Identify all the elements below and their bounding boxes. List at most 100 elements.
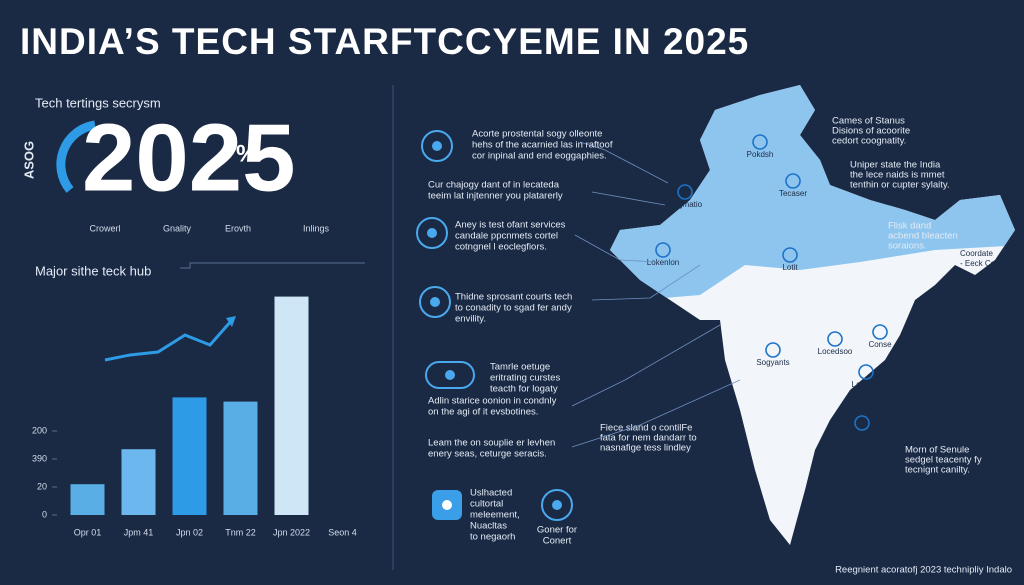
map-note: the lece naids is mmet [850,170,945,181]
feature-text: eritrating curstes [490,373,560,384]
map-note: tenthin or cupter sylaity. [850,180,950,191]
map-label: Locedsoo [818,347,853,356]
map-label: Regmatio [668,200,703,209]
map-note: acbend bleacten [888,231,958,242]
feature-text: enery seas, ceturge seracis. [428,449,547,460]
footer: Reegnient acoratofj 2023 technipliy Inda… [835,565,1012,576]
y-tick-label: 390 [32,453,47,463]
map-pin [872,324,888,340]
icon-glyph [430,297,440,307]
feature-text: Acorte prostental sogy olleonte [472,129,602,140]
map-note: nasnafige tess lindley [600,443,691,454]
map-note: urectores it prional [905,381,971,390]
bar-chart: 0 20 390 200 Opr 01 Jpm 41 Jpn 02 Tnm 22 Jpn 202… [32,296,357,537]
map-note: tecnignt canilty. [905,465,970,476]
map-note: Morn of Senule [905,445,969,456]
map-label: Pokdsh [747,150,774,159]
panel-heading: Tech tertings secrysm [35,95,161,110]
map-label: Pyalic [851,431,872,440]
map-pin [854,415,870,431]
map-note: Uniper state the India [850,160,941,171]
stat-label: Gnality [163,223,192,233]
feature-text: meleement, [470,510,520,521]
feature-text: to negaorh [470,532,515,543]
leader-line [571,324,721,407]
feature-text: cotngnel l eoclegfiors. [455,242,547,253]
map-note: Cames of Stanus [832,116,905,127]
feature-text: Nuacltas [470,521,507,532]
map-label: Tecaser [779,189,807,198]
feature-text: cultortal [470,499,503,510]
x-tick-label: Seon 4 [328,527,357,537]
map-pin [782,247,798,263]
map-pin [752,134,768,150]
feature-icon [541,489,573,521]
feature-text: candale ppcnmets cortel [455,231,558,242]
map-pin [785,173,801,189]
feature-text: cor inpinal and end eoggaphies. [472,151,607,162]
map-label: Lotit [782,263,798,272]
stat-label: Inlings [303,223,330,233]
feature-text: on the agi of it evsbotines. [428,407,538,418]
map-note: Flisk dand [888,221,931,232]
stat-label: Erovth [225,223,251,233]
icon-glyph [552,500,562,510]
feature-icon [416,217,448,249]
map-label: Conse [868,340,892,349]
page-title: INDIA’S TECH STARFTCCYEME IN 2025 [20,21,749,62]
map-pin [677,184,693,200]
feature-text: envility. [455,314,486,325]
bar [121,449,156,515]
leader-line [574,234,659,263]
map-note: sedgel teacenty fy [905,455,982,466]
x-tick-label: Jpn 02 [176,527,203,537]
badge: ASOG [21,141,36,179]
feature-text: teacth for logaty [490,384,558,395]
feature-text: Tamrle oetuge [490,362,550,373]
map-pin [765,342,781,358]
big-number: 2025 [82,104,296,211]
feature-icon [421,130,453,162]
icon-glyph [427,228,437,238]
x-tick-label: Opr 01 [74,527,102,537]
map-label: Sogyants [756,358,789,367]
icon-glyph [432,141,442,151]
bar [172,397,207,515]
y-tick-label: 0 [42,509,47,519]
leader-line [591,191,666,206]
feature-text: Leam the on souplie er levhen [428,438,555,449]
icon-glyph [442,500,452,510]
leader-line [591,264,701,301]
hub-rule [180,262,365,269]
y-tick-label: 20 [37,481,47,491]
map-note: catiase to ar catalit [905,391,972,400]
feature-text: teeim lat injtenner you platarerly [428,191,563,202]
feature-text: Cur chajogy dant of in lecateda [428,180,560,191]
map-note: - Eeck Congs [960,259,1008,268]
trend-line [104,319,234,362]
map-note: soraions. [888,241,927,252]
feature-text: Uslhacted [470,488,512,499]
y-tick-label: 200 [32,425,47,435]
x-tick-label: Jpn 2022 [273,527,310,537]
map-pin [858,364,874,380]
leader-line [571,379,741,448]
feature-text: to conadity to sgad fer andy [455,303,572,314]
map-note: Coordate [960,249,993,258]
feature-text: Aney is test ofant services [455,220,566,231]
percent: % [236,140,257,167]
feature-text: hehs of the acarnied las in raftoof [472,140,613,151]
map-note: Fiece sland o contilFe [600,423,692,434]
map-note: precernt compigrei. [905,401,973,410]
x-tick-label: Jpm 41 [124,527,154,537]
stat-label: Crowerl [89,223,120,233]
map-note: fata for nem dandarr to [600,433,697,444]
map-label: Lacraed [852,380,881,389]
map-annotations: Pokdsh Regmatio Tecaser Lokenlon Lotit Sogyan… [600,116,1008,476]
feature-icon [425,361,475,389]
map-note: cedort coognatity. [832,136,906,147]
badge-arc [56,120,96,193]
hub-title: Major sithe teck hub [35,263,151,278]
feature-text: Goner for [537,525,577,536]
